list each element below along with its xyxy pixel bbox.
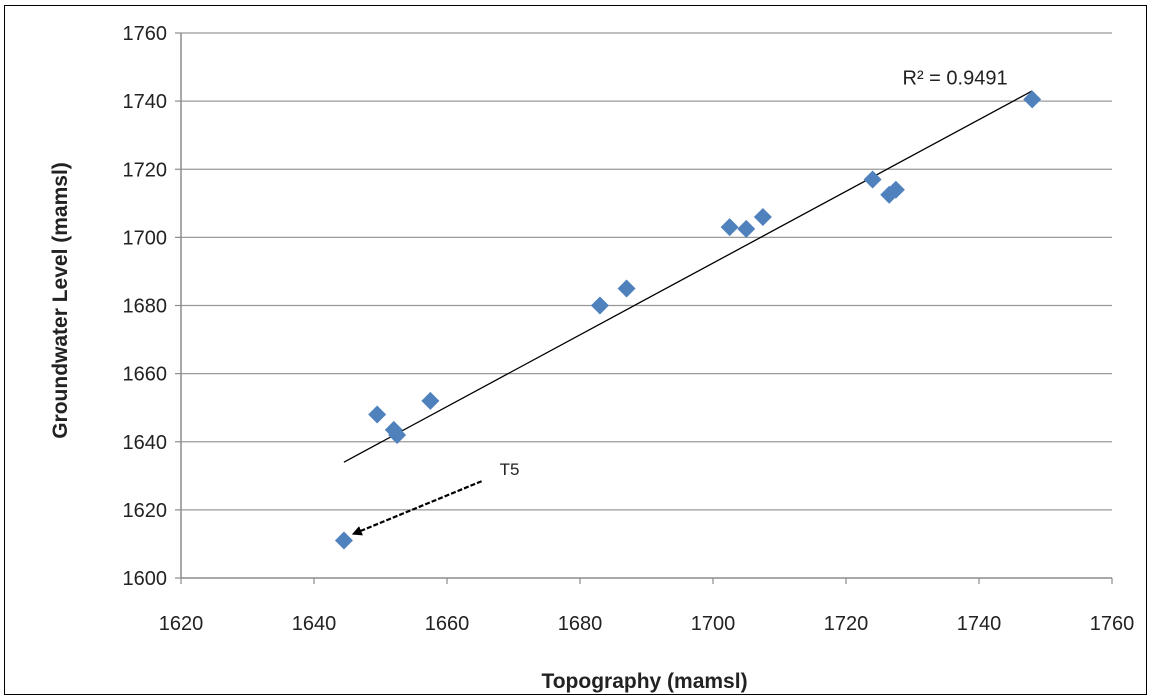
annotation-label-1: T5	[500, 460, 520, 479]
x-tick-label-6: 1740	[957, 613, 1002, 635]
chart-frame	[4, 5, 1147, 695]
x-tick-label-1: 1640	[292, 613, 337, 635]
x-tick-label-2: 1660	[425, 613, 470, 635]
trendline	[343, 90, 1033, 463]
x-tick-label-5: 1720	[824, 613, 869, 635]
data-point-12	[886, 180, 905, 199]
y-axis-title: Groundwater Level (mamsl)	[49, 162, 72, 439]
x-axis-title: Topography (mamsl)	[541, 670, 747, 693]
x-tick-label-3: 1680	[558, 613, 603, 635]
data-point-0	[334, 531, 353, 550]
y-tick-label-7: 1740	[123, 91, 168, 113]
y-tick-label-2: 1640	[123, 432, 168, 454]
data-point-6	[617, 279, 636, 298]
x-tick-label-4: 1700	[691, 613, 736, 635]
x-tick-label-7: 1760	[1090, 613, 1135, 635]
data-point-5	[590, 296, 609, 315]
data-point-10	[863, 170, 882, 189]
data-point-7	[720, 218, 739, 237]
y-tick-label-0: 1600	[123, 568, 168, 590]
x-tick-label-0: 1620	[159, 613, 204, 635]
y-tick-label-1: 1620	[123, 500, 168, 522]
y-tick-label-8: 1760	[123, 23, 168, 45]
data-point-9	[753, 207, 772, 226]
data-point-8	[737, 219, 756, 238]
y-tick-label-4: 1680	[123, 296, 168, 318]
r-squared-label: R² = 0.9491	[903, 67, 1008, 89]
y-tick-label-6: 1720	[123, 159, 168, 181]
y-tick-label-5: 1700	[123, 227, 168, 249]
annotation-arrow-1	[351, 480, 482, 536]
y-tick-label-3: 1660	[123, 364, 168, 386]
data-point-3	[388, 425, 407, 444]
data-point-4	[421, 391, 440, 410]
data-point-13	[1023, 90, 1042, 109]
data-point-1	[368, 405, 387, 424]
